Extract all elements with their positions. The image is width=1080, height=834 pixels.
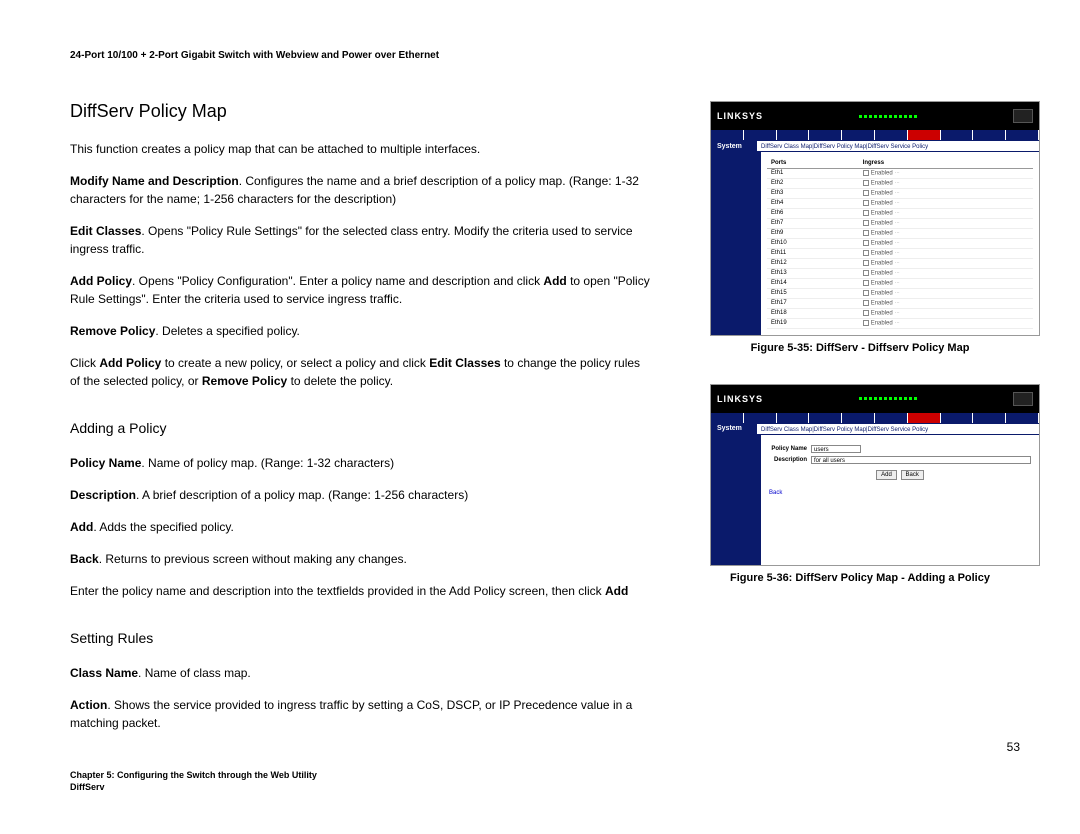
col-ports: Ports	[767, 158, 859, 168]
para-add: Add. Adds the specified policy.	[70, 518, 650, 536]
para-edit-classes: Edit Classes. Opens "Policy Rule Setting…	[70, 222, 650, 258]
page-header: 24-Port 10/100 + 2-Port Gigabit Switch w…	[70, 50, 1040, 61]
back-link[interactable]: Back	[769, 490, 1031, 496]
table-row: Eth14Enabled···	[767, 278, 1033, 288]
linksys-logo-2: LINKSYS	[717, 394, 763, 404]
main-content: DiffServ Policy Map This function create…	[70, 101, 1040, 746]
led-indicators	[859, 115, 917, 118]
para-class-name: Class Name. Name of class map.	[70, 664, 650, 682]
section-title-rules: Setting Rules	[70, 630, 650, 646]
led-indicators-2	[859, 397, 917, 400]
fig2-tabs	[711, 413, 1039, 423]
text-column: DiffServ Policy Map This function create…	[70, 101, 650, 746]
system-label: System	[717, 143, 757, 150]
button-row: Add Back	[769, 470, 1031, 480]
fig1-topbar: LINKSYS	[711, 102, 1039, 130]
description-input[interactable]: for all users	[811, 456, 1031, 464]
breadcrumb-1: DiffServ Class Map|DiffServ Policy Map|D…	[757, 141, 1039, 151]
linksys-logo: LINKSYS	[717, 111, 763, 121]
table-row: Eth19Enabled···	[767, 318, 1033, 328]
para-description: Description. A brief description of a po…	[70, 486, 650, 504]
policy-name-input[interactable]: users	[811, 445, 861, 453]
table-row: Eth12Enabled···	[767, 258, 1033, 268]
policy-name-row: Policy Name users	[769, 445, 1031, 453]
policy-name-label: Policy Name	[769, 446, 811, 452]
figure-1-caption: Figure 5-35: DiffServ - Diffserv Policy …	[680, 342, 1040, 354]
para-enter: Enter the policy name and description in…	[70, 582, 650, 600]
description-label: Description	[769, 457, 811, 463]
add-button[interactable]: Add	[876, 470, 897, 480]
breadcrumb-2: DiffServ Class Map|DiffServ Policy Map|D…	[757, 424, 1039, 434]
fig1-tabs	[711, 130, 1039, 140]
fig2-subbar: System DiffServ Class Map|DiffServ Polic…	[711, 423, 1039, 435]
table-row: Eth17Enabled···	[767, 298, 1033, 308]
section-title-adding: Adding a Policy	[70, 420, 650, 436]
cisco-logo-icon	[1013, 109, 1033, 123]
para-add-policy: Add Policy. Opens "Policy Configuration"…	[70, 272, 650, 308]
fig1-subbar: System DiffServ Class Map|DiffServ Polic…	[711, 140, 1039, 152]
para-action: Action. Shows the service provided to in…	[70, 696, 650, 732]
para-intro: This function creates a policy map that …	[70, 140, 650, 158]
figure-1-screenshot: LINKSYS System DiffServ Class Map|DiffSe…	[710, 101, 1040, 336]
table-row: Eth1Enabled···	[767, 168, 1033, 178]
fig1-sidebar	[711, 152, 761, 335]
fig1-content: Ports Ingress Eth1Enabled···Eth2Enabled·…	[761, 152, 1039, 335]
table-row: Eth13Enabled···	[767, 268, 1033, 278]
table-row: Eth11Enabled···	[767, 248, 1033, 258]
para-modify: Modify Name and Description. Configures …	[70, 172, 650, 208]
cisco-logo-icon-2	[1013, 392, 1033, 406]
para-remove-policy: Remove Policy. Deletes a specified polic…	[70, 322, 650, 340]
back-button[interactable]: Back	[901, 470, 924, 480]
fig2-topbar: LINKSYS	[711, 385, 1039, 413]
fig2-sidebar	[711, 435, 761, 565]
table-row: Eth2Enabled···	[767, 178, 1033, 188]
table-row: Eth15Enabled···	[767, 288, 1033, 298]
col-ingress: Ingress	[859, 158, 1033, 168]
table-row: Eth9Enabled···	[767, 228, 1033, 238]
figure-2-caption: Figure 5-36: DiffServ Policy Map - Addin…	[680, 572, 1040, 584]
figure-2-screenshot: LINKSYS System DiffServ Class Map|DiffSe…	[710, 384, 1040, 566]
table-row: Eth7Enabled···	[767, 218, 1033, 228]
section-title-policy-map: DiffServ Policy Map	[70, 101, 650, 122]
description-row: Description for all users	[769, 456, 1031, 464]
table-row: Eth6Enabled···	[767, 208, 1033, 218]
para-back: Back. Returns to previous screen without…	[70, 550, 650, 568]
page-number: 53	[1007, 740, 1020, 754]
table-row: Eth3Enabled···	[767, 188, 1033, 198]
table-row: Eth10Enabled···	[767, 238, 1033, 248]
system-label-2: System	[717, 425, 757, 432]
para-policy-name: Policy Name. Name of policy map. (Range:…	[70, 454, 650, 472]
page-footer: Chapter 5: Configuring the Switch throug…	[70, 769, 317, 794]
fig2-content: Policy Name users Description for all us…	[761, 435, 1039, 565]
table-row: Eth18Enabled···	[767, 308, 1033, 318]
figure-column: LINKSYS System DiffServ Class Map|DiffSe…	[680, 101, 1040, 746]
para-click-summary: Click Add Policy to create a new policy,…	[70, 354, 650, 390]
table-row: Eth4Enabled···	[767, 198, 1033, 208]
ports-table: Ports Ingress Eth1Enabled···Eth2Enabled·…	[767, 158, 1033, 329]
